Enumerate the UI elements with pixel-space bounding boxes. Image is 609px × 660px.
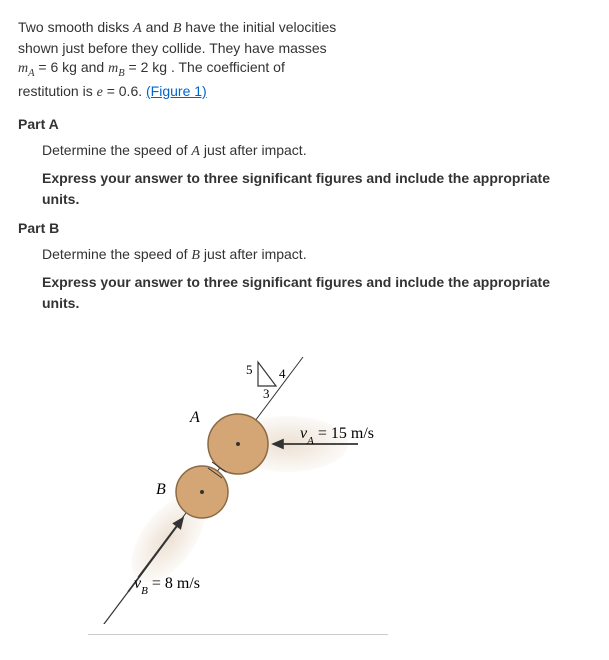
- tri-adj: 3: [263, 386, 270, 401]
- part-a-header: Part A: [18, 116, 591, 132]
- prompt-text: just after impact.: [200, 142, 307, 158]
- figure-diagram: 5 4 3 A B vA = 15 m/s vB = 8 m/s: [78, 344, 428, 624]
- intro-text: Two smooth disks: [18, 19, 133, 35]
- center-a: [236, 442, 240, 446]
- intro-text: have the initial velocities: [181, 19, 336, 35]
- prompt-text: just after impact.: [200, 246, 307, 262]
- part-a-instruction: Express your answer to three significant…: [42, 168, 591, 210]
- part-b-header: Part B: [18, 220, 591, 236]
- tri-hyp: 5: [246, 362, 253, 377]
- prompt-text: Determine the speed of: [42, 142, 191, 158]
- problem-statement: Two smooth disks A and B have the initia…: [18, 18, 591, 102]
- figure-divider: [88, 634, 388, 635]
- var-m: m: [18, 61, 28, 76]
- intro-text: = 6 kg and: [35, 59, 109, 75]
- label-b: B: [156, 481, 166, 498]
- vb-line-ext: [98, 592, 128, 624]
- part-b-prompt: Determine the speed of B just after impa…: [42, 244, 591, 266]
- var-a: A: [191, 144, 200, 159]
- part-a-prompt: Determine the speed of A just after impa…: [42, 140, 591, 162]
- intro-text: and: [142, 19, 173, 35]
- tri-opp: 4: [279, 366, 286, 381]
- label-a: A: [189, 409, 200, 426]
- var-b: B: [191, 248, 200, 263]
- part-b-instruction: Express your answer to three significant…: [42, 272, 591, 314]
- center-b: [200, 490, 204, 494]
- var-m: m: [108, 61, 118, 76]
- intro-text: = 0.6.: [103, 83, 146, 99]
- intro-text: shown just before they collide. They hav…: [18, 40, 327, 56]
- var-a: A: [133, 21, 142, 36]
- slope-triangle: 5 4 3: [246, 362, 286, 401]
- intro-text: restitution is: [18, 83, 97, 99]
- figure-link[interactable]: (Figure 1): [146, 83, 207, 99]
- intro-text: = 2 kg . The coefficient of: [125, 59, 285, 75]
- prompt-text: Determine the speed of: [42, 246, 191, 262]
